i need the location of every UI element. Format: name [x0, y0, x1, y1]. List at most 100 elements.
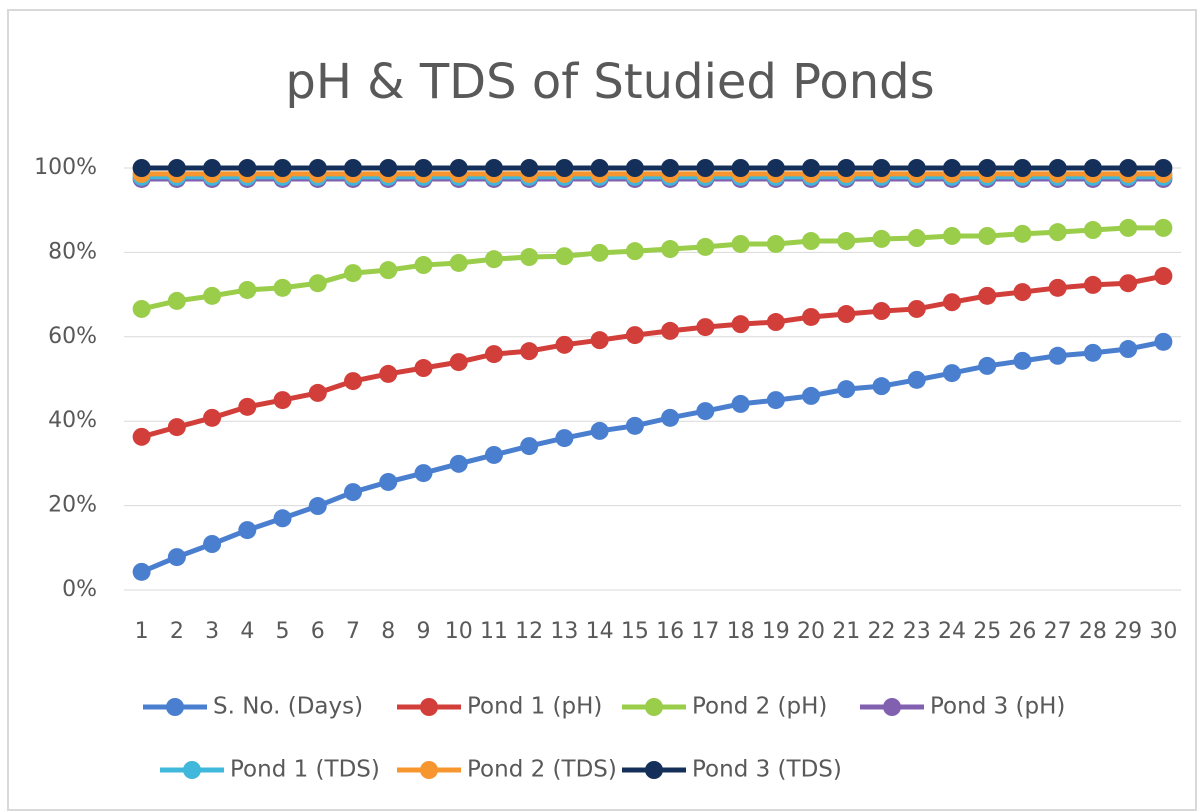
data-point [837, 232, 856, 251]
data-point [590, 421, 609, 440]
x-tick-label: 10 [445, 619, 473, 644]
data-point [872, 159, 891, 177]
data-point [520, 159, 539, 177]
data-point [731, 315, 750, 334]
x-tick-label: 11 [480, 619, 508, 644]
x-tick-label: 16 [656, 619, 684, 644]
data-point [837, 380, 856, 399]
legend-label: S. No. (Days) [213, 694, 363, 720]
data-point [661, 408, 680, 427]
data-point [1154, 332, 1173, 351]
data-point [1083, 159, 1102, 177]
y-tick-label: 40% [48, 408, 97, 433]
x-tick-label: 18 [727, 619, 755, 644]
x-tick-label: 20 [797, 619, 825, 644]
data-point [1119, 159, 1138, 177]
data-point [1048, 278, 1067, 297]
data-point [837, 159, 856, 177]
data-point [167, 548, 186, 567]
data-point [661, 240, 680, 259]
data-point [414, 359, 433, 378]
x-tick-label: 13 [550, 619, 578, 644]
x-tick-label: 28 [1079, 619, 1107, 644]
y-tick-label: 0% [62, 577, 97, 602]
legend-marker [645, 698, 663, 716]
data-point [907, 370, 926, 389]
x-tick-label: 17 [691, 619, 719, 644]
data-point [1083, 221, 1102, 240]
data-point [802, 386, 821, 405]
data-point [1119, 274, 1138, 293]
data-point [872, 302, 891, 321]
data-point [449, 253, 468, 272]
data-point [238, 280, 257, 299]
x-tick-label: 5 [276, 619, 290, 644]
data-point [1013, 351, 1032, 370]
data-point [238, 521, 257, 540]
data-point [625, 416, 644, 435]
data-point [802, 232, 821, 251]
data-point [484, 445, 503, 464]
data-point [978, 226, 997, 245]
data-point [942, 159, 961, 177]
data-point [696, 159, 715, 177]
data-point [203, 159, 222, 177]
x-tick-label: 26 [1008, 619, 1036, 644]
data-point [167, 291, 186, 310]
x-tick-label: 21 [832, 619, 860, 644]
data-point [942, 293, 961, 312]
data-point [203, 535, 222, 554]
data-point [379, 159, 398, 177]
data-point [1154, 267, 1173, 286]
x-tick-label: 30 [1149, 619, 1177, 644]
data-point [520, 437, 539, 456]
data-point [590, 243, 609, 262]
data-point [625, 326, 644, 345]
data-point [978, 159, 997, 177]
x-tick-label: 12 [515, 619, 543, 644]
data-point [484, 159, 503, 177]
legend-label: Pond 3 (TDS) [692, 757, 842, 783]
x-tick-label: 14 [586, 619, 614, 644]
x-tick-label: 19 [762, 619, 790, 644]
legend-label: Pond 1 (pH) [467, 694, 602, 720]
data-point [132, 427, 151, 446]
data-point [1013, 159, 1032, 177]
data-point [379, 472, 398, 491]
data-point [696, 402, 715, 421]
data-point [167, 418, 186, 437]
data-point [273, 159, 292, 177]
x-tick-label: 29 [1114, 619, 1142, 644]
data-point [1119, 218, 1138, 237]
x-tick-label: 3 [205, 619, 219, 644]
data-point [379, 364, 398, 383]
data-point [555, 247, 574, 266]
data-point [1154, 218, 1173, 237]
legend-label: Pond 2 (TDS) [467, 757, 617, 783]
data-point [308, 497, 327, 516]
data-point [978, 356, 997, 375]
data-point [344, 372, 363, 391]
data-point [625, 242, 644, 261]
data-point [802, 159, 821, 177]
data-point [1119, 340, 1138, 359]
x-tick-label: 1 [135, 619, 149, 644]
legend-marker [645, 761, 663, 779]
data-point [308, 383, 327, 402]
y-tick-label: 20% [48, 493, 97, 518]
data-point [872, 377, 891, 396]
legend-marker [420, 698, 438, 716]
data-point [942, 364, 961, 383]
data-point [344, 483, 363, 502]
data-point [203, 286, 222, 305]
data-point [1048, 159, 1067, 177]
legend-marker [420, 761, 438, 779]
data-point [766, 159, 785, 177]
data-point [238, 397, 257, 416]
data-point [696, 318, 715, 337]
data-point [273, 391, 292, 410]
chart-frame [7, 9, 1197, 811]
data-point [167, 159, 186, 177]
x-tick-label: 25 [973, 619, 1001, 644]
data-point [1048, 346, 1067, 365]
